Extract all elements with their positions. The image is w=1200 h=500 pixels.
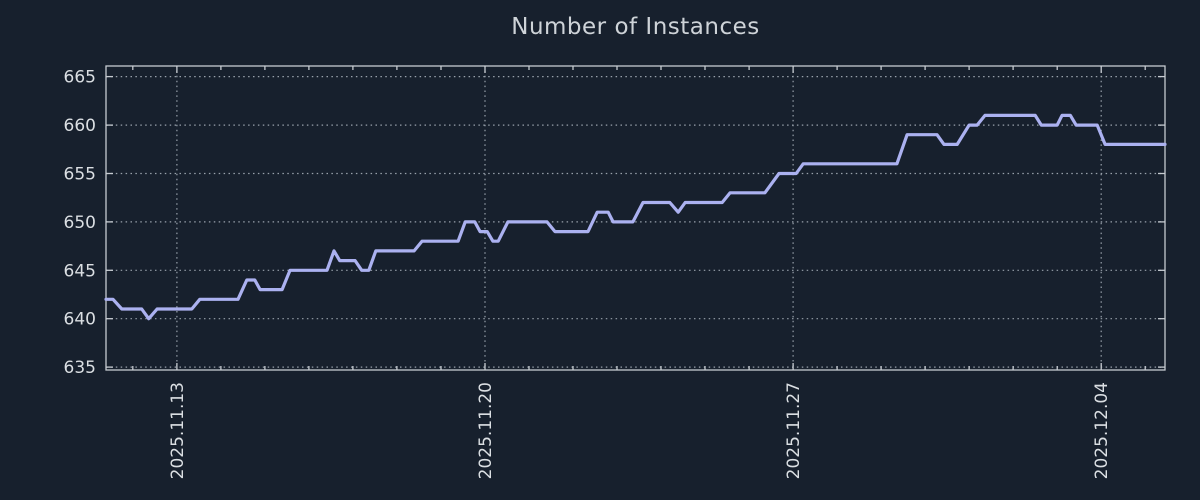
y-tick-label: 655 [64,165,96,185]
x-tick-label: 2025.11.27 [784,382,804,479]
y-tick-label: 660 [64,116,96,136]
y-tick-label: 640 [64,310,96,330]
chart-title: Number of Instances [511,14,760,40]
x-tick-label: 2025.12.04 [1092,382,1112,479]
series-line-instances [104,113,1167,321]
x-tick-label: 2025.11.20 [476,382,496,479]
y-tick-label: 645 [64,261,96,281]
y-tick-label: 665 [64,68,96,88]
y-tick-label: 635 [64,358,96,378]
plot-border [105,65,1166,371]
y-tick-label: 650 [64,213,96,233]
x-tick-label: 2025.11.13 [168,382,188,479]
